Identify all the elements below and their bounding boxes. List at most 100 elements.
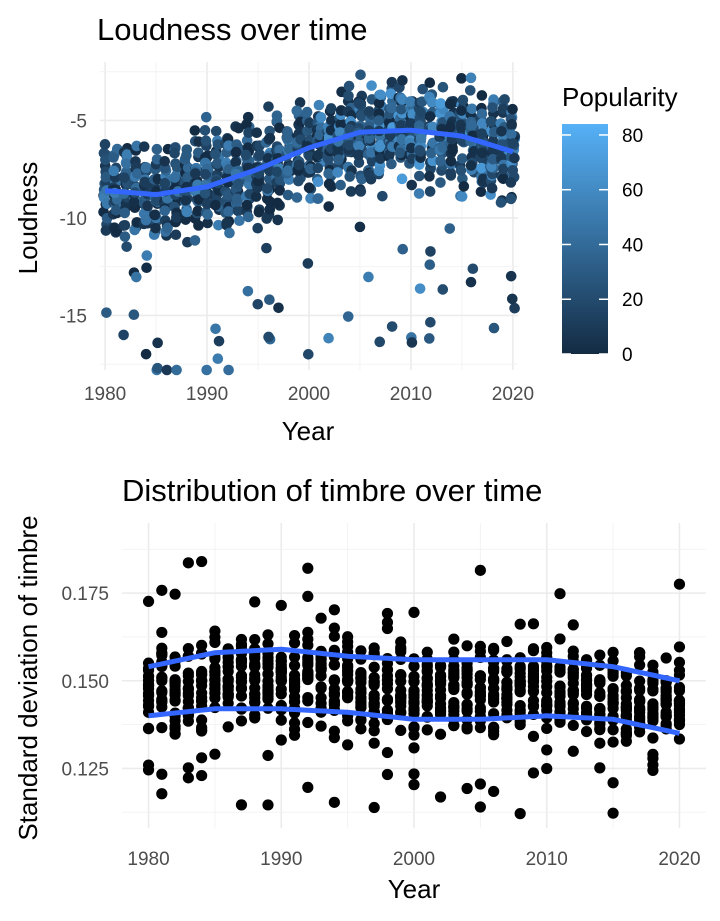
x-tick-label: 2000 [393, 849, 435, 870]
data-point [381, 664, 394, 676]
data-point [408, 722, 420, 734]
data-point [313, 99, 325, 111]
data-point [353, 98, 365, 109]
data-point [181, 149, 192, 161]
data-point [444, 98, 456, 110]
x-tick-label: 1980 [127, 849, 169, 870]
data-point [263, 101, 274, 112]
data-point [288, 651, 301, 663]
data-point [444, 223, 456, 234]
data-point [328, 689, 340, 701]
data-point [181, 206, 193, 218]
data-point [368, 801, 380, 814]
data-point [192, 205, 204, 217]
data-point [196, 695, 208, 707]
data-point [541, 665, 553, 677]
data-point [395, 724, 407, 737]
data-point [200, 135, 212, 147]
data-point [121, 241, 132, 252]
data-point [302, 781, 314, 793]
data-point [355, 672, 367, 684]
data-point [434, 698, 447, 710]
data-point [461, 640, 473, 652]
data-point [302, 716, 314, 729]
data-point [366, 80, 377, 91]
data-point [128, 196, 140, 208]
data-point [465, 72, 477, 84]
data-point [366, 156, 378, 167]
data-point [262, 183, 273, 194]
data-point [381, 683, 394, 695]
data-point [505, 177, 517, 188]
data-point [567, 619, 579, 631]
data-point [437, 284, 449, 295]
data-point [363, 271, 374, 283]
data-point [381, 768, 394, 781]
data-point [474, 564, 486, 576]
data-point [466, 103, 478, 115]
data-point [660, 652, 672, 664]
data-point [315, 682, 327, 695]
data-point [474, 640, 486, 652]
data-point [607, 655, 619, 667]
data-point [213, 335, 225, 347]
data-point [368, 697, 380, 709]
data-point [313, 149, 324, 161]
data-point [235, 633, 248, 646]
data-point [249, 674, 261, 687]
data-point [212, 353, 224, 364]
data-point [488, 688, 500, 700]
data-point [554, 661, 566, 673]
data-point [151, 143, 163, 155]
data-point [118, 329, 129, 341]
data-point [476, 90, 488, 101]
data-point [209, 625, 221, 637]
data-point [554, 588, 566, 600]
data-point [673, 578, 686, 590]
data-point [142, 764, 155, 776]
data-point [527, 660, 540, 672]
data-point [342, 739, 354, 751]
data-point [476, 162, 487, 174]
data-point [476, 118, 488, 129]
loudness-y-axis-title: Loudness [13, 162, 43, 275]
data-point [474, 673, 486, 686]
data-point [567, 684, 579, 697]
data-point [275, 675, 287, 687]
data-point [594, 649, 606, 661]
timbre-x-ticks: 1980 1990 2000 2010 2020 [127, 849, 700, 870]
data-point [448, 646, 460, 658]
data-point [509, 302, 520, 314]
data-point [323, 201, 335, 212]
data-point [288, 680, 301, 692]
data-point [458, 181, 470, 192]
legend-tick-label: 40 [622, 235, 643, 256]
data-point [323, 168, 334, 179]
data-point [212, 158, 223, 169]
data-point [567, 745, 579, 757]
data-point [182, 772, 194, 784]
data-point [474, 690, 486, 702]
data-point [273, 302, 284, 314]
data-point [201, 364, 212, 376]
y-tick-label: 0.125 [61, 759, 109, 780]
data-point [673, 733, 686, 745]
data-point [435, 155, 446, 167]
data-point [487, 153, 499, 165]
data-point [527, 676, 540, 688]
data-point [323, 332, 334, 344]
data-point [395, 668, 407, 681]
data-point [328, 604, 340, 616]
data-point [315, 720, 327, 732]
data-point [182, 557, 194, 569]
data-point [302, 695, 314, 707]
data-point [374, 336, 386, 348]
data-point [222, 660, 234, 673]
data-point [335, 118, 346, 130]
data-point [264, 132, 276, 144]
data-point [396, 134, 407, 145]
x-tick-label: 2010 [390, 384, 432, 405]
data-point [121, 149, 133, 160]
data-point [620, 701, 632, 713]
data-point [263, 331, 274, 343]
